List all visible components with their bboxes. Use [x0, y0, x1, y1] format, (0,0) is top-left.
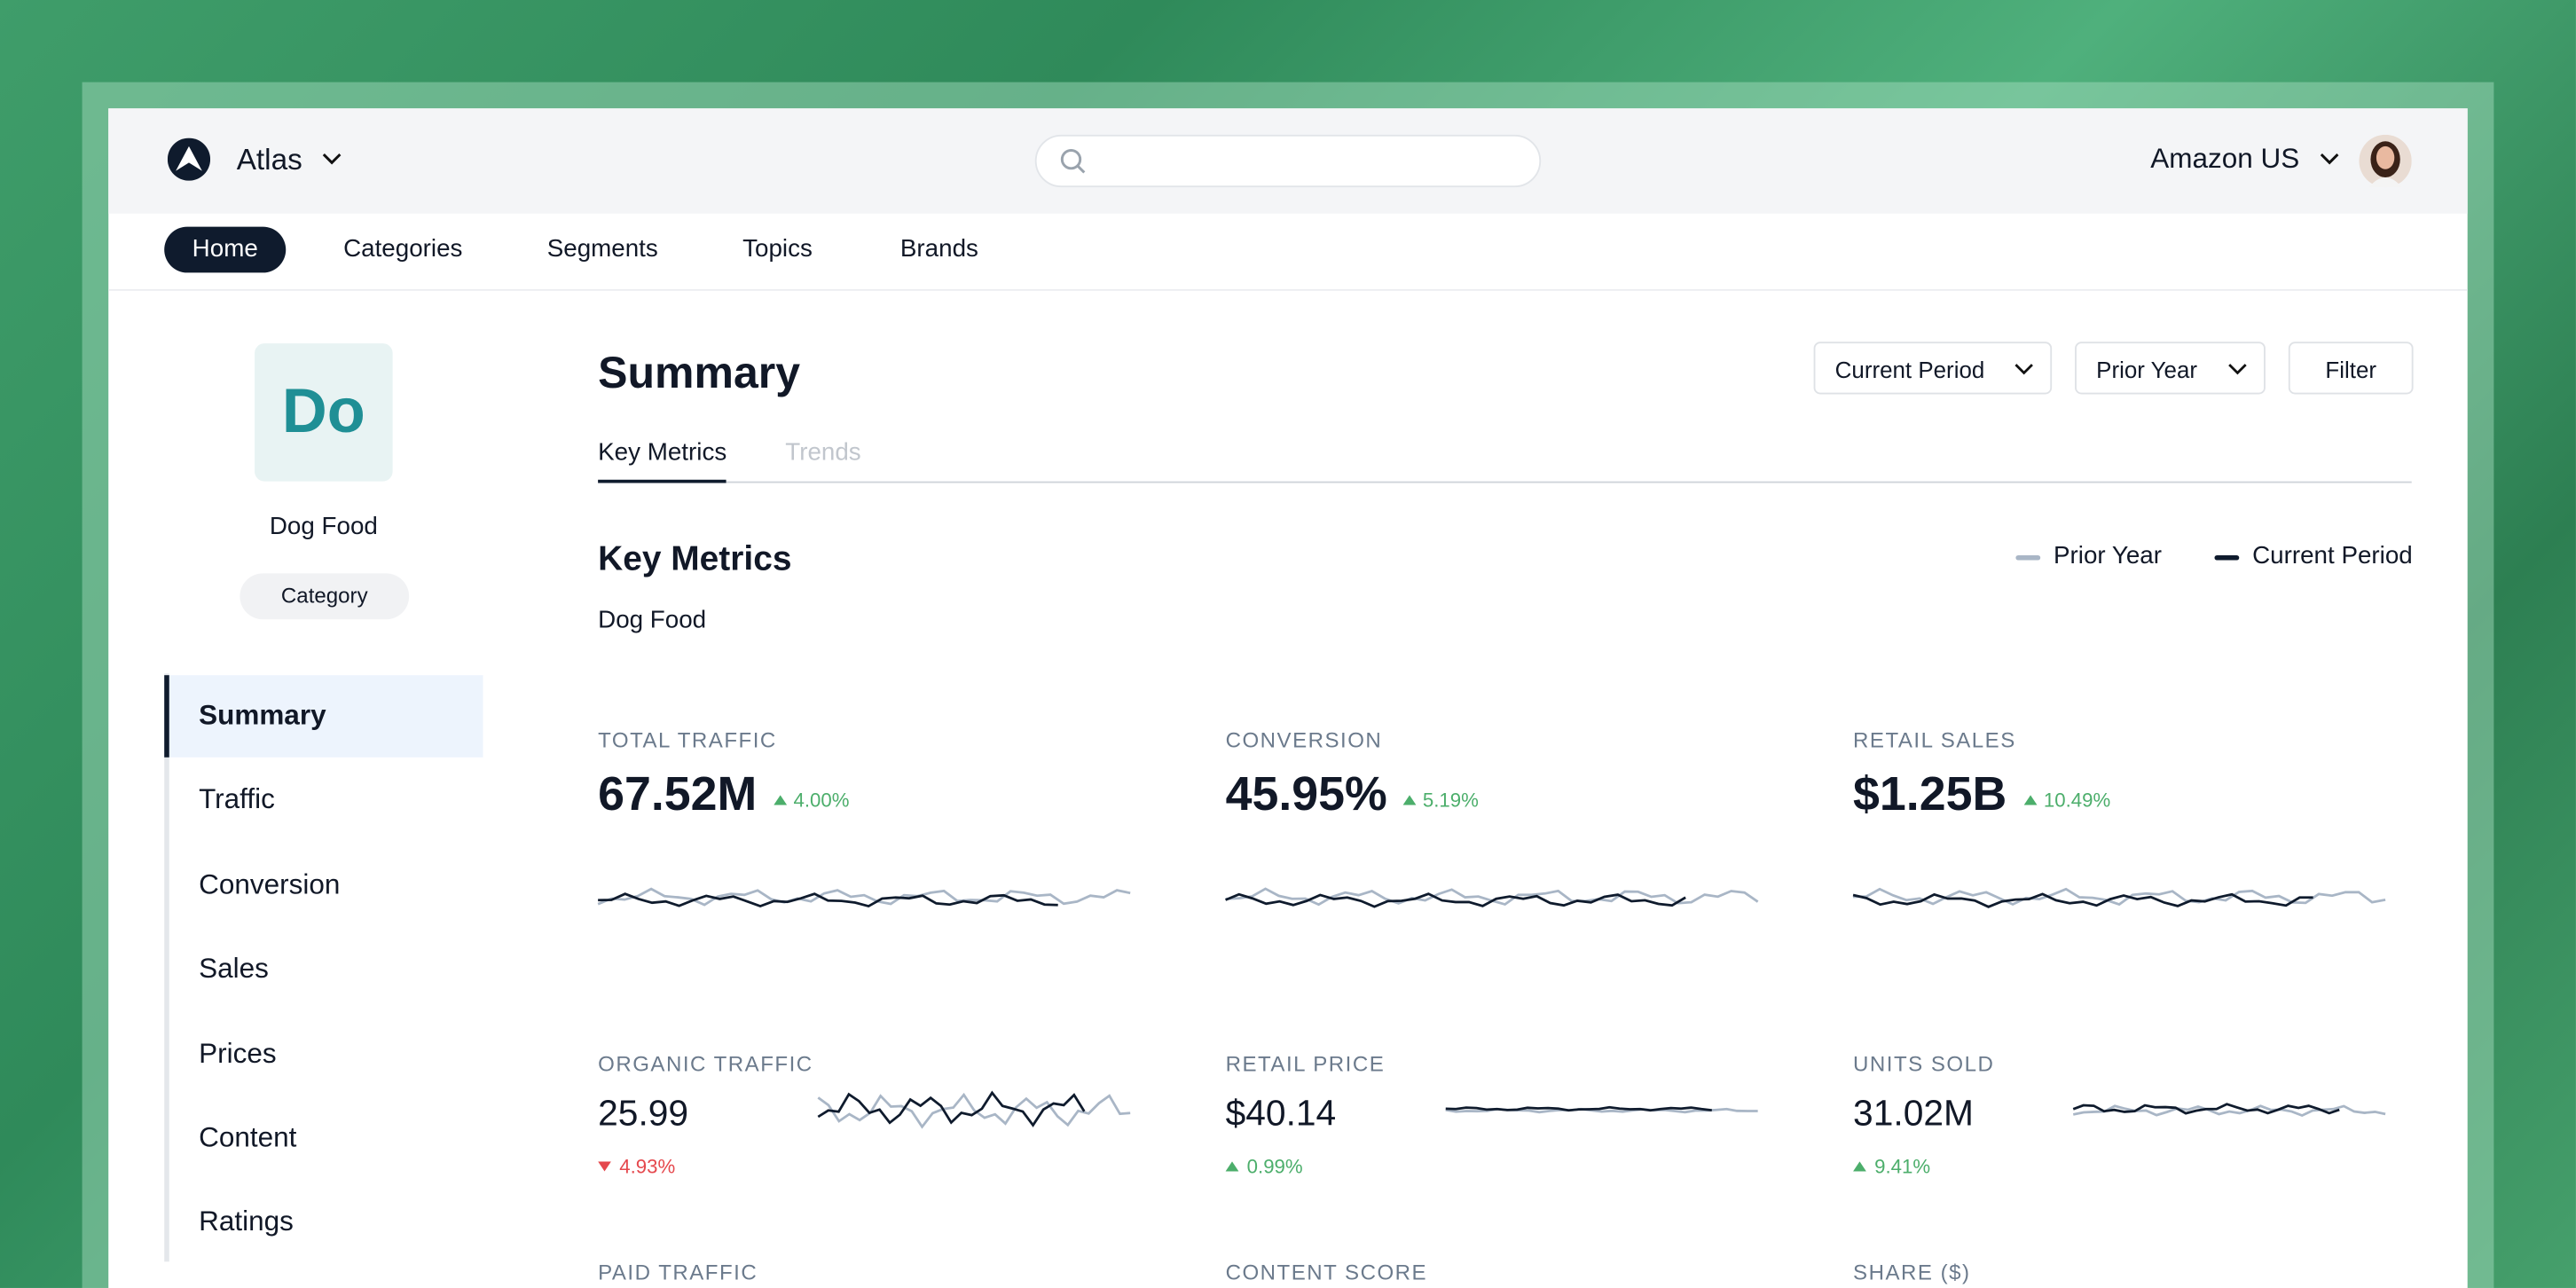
market[interactable]: Amazon US: [2150, 143, 2300, 175]
side-menu-item[interactable]: Conversion: [199, 868, 341, 900]
trend-arrow: [774, 795, 788, 805]
metric-value: 67.52M: [598, 768, 758, 821]
control-button[interactable]: Filter: [2288, 342, 2414, 395]
category-name: Dog Food: [269, 512, 378, 541]
chevron: [2320, 153, 2339, 165]
trend-arrow: [2023, 795, 2038, 805]
metric-change: 9.41%: [1874, 1154, 1931, 1178]
tab[interactable]: Key Metrics: [598, 438, 727, 483]
metric-label: PAID TRAFFIC: [598, 1260, 758, 1285]
button-label: Prior Year: [2096, 356, 2198, 383]
side-menu-item[interactable]: Content: [199, 1121, 297, 1154]
tab[interactable]: Trends: [785, 438, 861, 467]
metric-label: RETAIL PRICE: [1225, 1051, 1386, 1077]
sparkline: [1445, 1105, 1758, 1114]
side-menu-item[interactable]: Summary: [164, 675, 483, 758]
search-box[interactable]: [1034, 134, 1542, 188]
legend-label: Prior Year: [2054, 542, 2163, 570]
user-avatar[interactable]: [2359, 134, 2412, 188]
metric-change: 10.49%: [2043, 788, 2111, 812]
legend-swatch: [2214, 554, 2240, 561]
metric-change: 0.99%: [1246, 1154, 1303, 1178]
nav-item[interactable]: Topics: [742, 234, 813, 263]
nav-item[interactable]: Brands: [899, 234, 978, 263]
metric-value: $40.14: [1225, 1092, 1337, 1134]
metric-value: 45.95%: [1225, 768, 1387, 821]
sparkline: [2072, 1103, 2386, 1118]
sparkline: [597, 887, 1131, 908]
chevron: [322, 153, 342, 165]
side-menu-item[interactable]: Traffic: [199, 784, 275, 816]
metric-change: 4.93%: [619, 1154, 676, 1178]
nav-item[interactable]: Home: [164, 226, 287, 273]
nav-item[interactable]: Categories: [343, 234, 463, 263]
metric-label: UNITS SOLD: [1853, 1051, 1995, 1077]
nav-item[interactable]: Segments: [546, 234, 658, 263]
logo: [167, 137, 211, 181]
search-icon: [1060, 148, 1086, 174]
metric-value: 25.99: [598, 1092, 689, 1134]
metric-label: SHARE ($): [1853, 1260, 1971, 1285]
metric-label: CONTENT SCORE: [1225, 1260, 1428, 1285]
metric-label: RETAIL SALES: [1853, 727, 2016, 753]
metric-value: 31.02M: [1853, 1092, 1974, 1134]
metric-change: 5.19%: [1422, 788, 1479, 812]
app-window: Atlas Amazon US Home Categories Segments To…: [108, 108, 2468, 1288]
side-menu-item[interactable]: Sales: [199, 953, 269, 985]
legend-label: Current Period: [2252, 542, 2413, 570]
menu-rail: [164, 673, 169, 1262]
legend-swatch: [2015, 554, 2041, 561]
metric-value: $1.25B: [1853, 768, 2007, 821]
brand[interactable]: Atlas: [236, 143, 302, 177]
metric-label: ORGANIC TRAFFIC: [598, 1051, 813, 1077]
metric-label: CONVERSION: [1225, 727, 1383, 753]
control-button[interactable]: Current Period: [1813, 342, 2053, 395]
metric-change: 4.00%: [793, 788, 850, 812]
trend-arrow: [1402, 795, 1417, 805]
side-menu-item[interactable]: Prices: [199, 1037, 277, 1069]
trend-arrow: [598, 1161, 611, 1172]
trend-arrow: [1853, 1161, 1866, 1172]
sparkline: [1225, 887, 1759, 908]
chevron: [2228, 364, 2247, 375]
side-menu-item[interactable]: Ratings: [199, 1206, 294, 1238]
sparkline: [1852, 887, 2386, 908]
section-title: Key Metrics: [598, 540, 792, 578]
metric-label: TOTAL TRAFFIC: [598, 727, 777, 753]
category-badge: Category: [240, 573, 410, 620]
button-label: Current Period: [1834, 356, 1985, 383]
section-subtitle: Dog Food: [598, 606, 707, 634]
category-avatar: Do: [255, 343, 393, 482]
page-title: Summary: [598, 348, 801, 398]
sparkline: [817, 1090, 1131, 1129]
tab-divider: [598, 481, 2412, 483]
nav-bar: Home Categories Segments Topics Brands: [108, 214, 2468, 291]
trend-arrow: [1225, 1161, 1239, 1172]
top-bar: Atlas Amazon US: [108, 108, 2468, 214]
chevron: [2014, 364, 2033, 375]
button-label: Filter: [2325, 356, 2377, 383]
control-button[interactable]: Prior Year: [2075, 342, 2266, 395]
